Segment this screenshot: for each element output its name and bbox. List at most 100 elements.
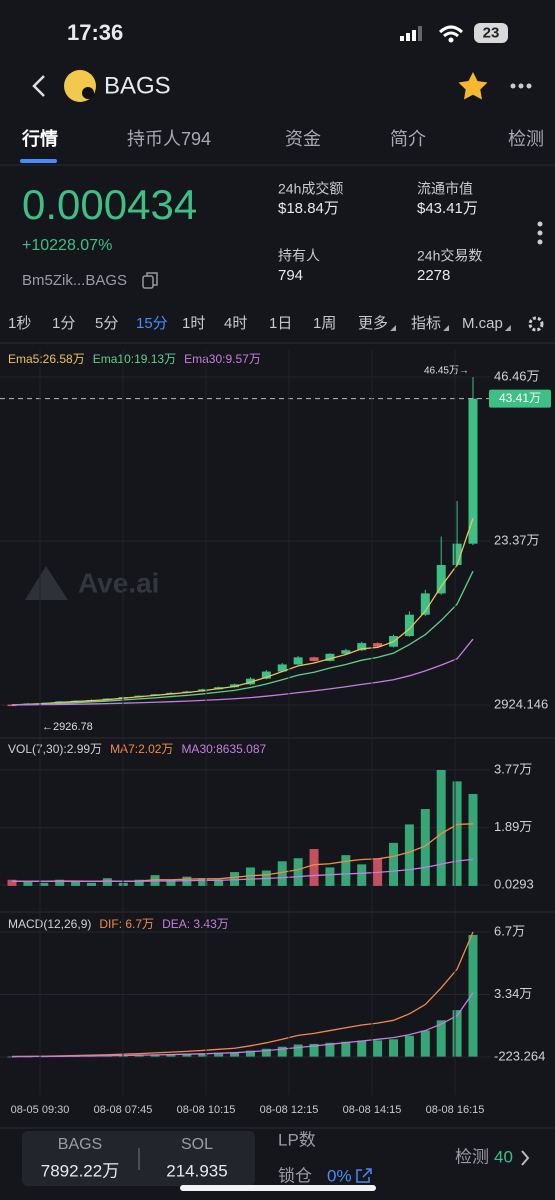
- indicator-line: [11, 518, 474, 706]
- macd-bar: [245, 1050, 255, 1057]
- interval-option[interactable]: 4时: [224, 315, 247, 332]
- stat-label: 流通市值: [417, 181, 473, 197]
- macd-bar: [150, 1054, 160, 1057]
- battery-icon: [474, 23, 508, 43]
- interval-option[interactable]: 1日: [269, 315, 292, 332]
- volume-bar: [7, 879, 17, 886]
- volume-bar: [134, 879, 144, 886]
- stats-more[interactable]: [537, 221, 543, 245]
- interval-option[interactable]: 更多: [358, 315, 388, 332]
- volume-bar: [468, 793, 478, 886]
- lp-label: LP数: [278, 1130, 316, 1149]
- volume-bar: [309, 849, 319, 886]
- stat-value: $18.84万: [278, 200, 339, 217]
- y-tick-label: 0.0293: [494, 876, 534, 891]
- wifi-dot: [448, 37, 454, 43]
- tab[interactable]: 检测: [508, 129, 544, 149]
- settings-icon[interactable]: [528, 316, 544, 332]
- candle-body: [357, 643, 367, 651]
- interval-option[interactable]: 15分: [136, 315, 168, 332]
- interval-option[interactable]: 1时: [182, 315, 205, 332]
- macd-bar: [357, 1040, 367, 1057]
- sol-label: SOL: [181, 1136, 213, 1153]
- volume-bar: [102, 878, 112, 886]
- y-tick-label: 3.34万: [494, 986, 532, 1001]
- tab[interactable]: 资金: [285, 129, 321, 149]
- volume-bar: [166, 879, 176, 886]
- volume-bar: [420, 809, 430, 886]
- macd-bar: [277, 1046, 287, 1057]
- status-time: 17:36: [67, 20, 123, 45]
- volume-bar: [86, 882, 96, 886]
- x-tick-label: 08-08 16:15: [426, 1104, 485, 1116]
- stat-value: 2278: [417, 267, 450, 284]
- macd-bar: [7, 1056, 17, 1058]
- x-tick-label: 08-08 10:15: [177, 1104, 236, 1116]
- macd-bar: [420, 1030, 430, 1057]
- legend-entry: MA30:8635.087: [181, 742, 266, 756]
- volume-bar: [293, 858, 303, 886]
- legend-entry: Ema30:9.57万: [184, 352, 261, 366]
- y-tick-label: 46.46万: [494, 368, 540, 383]
- last-price-tag: [489, 389, 551, 408]
- interval-option[interactable]: M.cap: [462, 315, 503, 332]
- more-button[interactable]: [510, 83, 532, 89]
- indicator-line: [11, 570, 474, 706]
- interval-option[interactable]: 1周: [313, 315, 336, 332]
- volume-bar: [341, 855, 351, 886]
- legend-entry: Ema10:19.13万: [93, 352, 176, 366]
- candle-body: [7, 704, 17, 707]
- x-tick-label: 08-05 09:30: [11, 1104, 70, 1116]
- x-tick-label: 08-08 12:15: [260, 1104, 319, 1116]
- last-price-label: 43.41万: [499, 391, 541, 405]
- check-arrow[interactable]: [521, 1150, 530, 1166]
- interval-option[interactable]: 5分: [95, 315, 118, 332]
- battery-level: 23: [483, 24, 500, 41]
- token-title: BAGS: [104, 72, 171, 99]
- legend-entry: Ema5:26.58万: [8, 352, 85, 366]
- copy-icon[interactable]: [142, 272, 158, 289]
- external-link[interactable]: [356, 1168, 372, 1183]
- macd-bar: [182, 1053, 192, 1057]
- interval-option[interactable]: 指标: [411, 315, 441, 332]
- back-button[interactable]: [32, 75, 45, 97]
- lock-percent: 0%: [327, 1166, 352, 1185]
- tab[interactable]: 行情: [21, 128, 58, 149]
- volume-bar: [55, 879, 65, 886]
- interval-option[interactable]: 1秒: [8, 315, 31, 332]
- macd-bar: [293, 1044, 303, 1057]
- volume-bar: [357, 864, 367, 886]
- candle-body: [341, 650, 351, 654]
- macd-bar: [452, 1010, 462, 1057]
- macd-bar: [214, 1052, 224, 1057]
- macd-bar: [389, 1039, 399, 1057]
- check-score[interactable]: 40: [494, 1147, 513, 1166]
- candle-body: [436, 564, 446, 594]
- x-tick-label: 08-08 14:15: [343, 1104, 402, 1116]
- candle-body: [468, 398, 478, 544]
- favorite-star[interactable]: [458, 72, 488, 100]
- interval-option[interactable]: 1分: [52, 315, 75, 332]
- candle-body: [309, 657, 319, 661]
- tab[interactable]: 简介: [390, 129, 426, 149]
- macd-bar: [468, 934, 478, 1057]
- price: 0.000434: [22, 181, 197, 228]
- y-tick-label: -223.264: [494, 1048, 545, 1063]
- volume-bar: [277, 861, 287, 886]
- y-tick-label: 23.37万: [494, 532, 540, 547]
- candle-body: [261, 671, 271, 679]
- candle-body: [420, 593, 430, 615]
- lock-label: 锁仓: [278, 1166, 312, 1185]
- indicator-line: [11, 931, 474, 1058]
- check-label[interactable]: 检测: [455, 1147, 489, 1166]
- stat-label: 24h交易数: [417, 248, 482, 264]
- volume-bar: [436, 770, 446, 886]
- dropdown-caret: [443, 325, 450, 331]
- volume-bar: [23, 881, 33, 886]
- tab[interactable]: 持币人794: [127, 129, 211, 149]
- indicator-line: [11, 638, 474, 706]
- wifi-icon: [438, 25, 464, 38]
